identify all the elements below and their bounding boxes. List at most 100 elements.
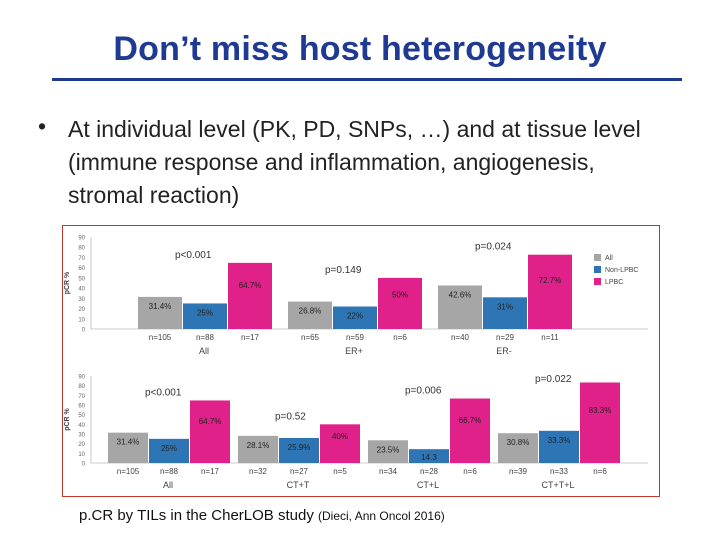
y-tick-label: 50 xyxy=(78,413,85,419)
chart-bar xyxy=(438,285,482,329)
legend-swatch xyxy=(594,278,601,285)
chart-bar xyxy=(108,432,148,463)
data-label: 25% xyxy=(161,444,177,453)
n-label: n=17 xyxy=(241,333,260,342)
data-label: 14.3 xyxy=(421,453,437,462)
data-label: 42.6% xyxy=(449,290,472,299)
n-label: n=32 xyxy=(249,467,268,476)
p-value-label: p=0.022 xyxy=(535,374,572,385)
y-tick-label: 50 xyxy=(78,276,85,282)
y-tick-label: 60 xyxy=(78,266,85,272)
legend-swatch xyxy=(594,266,601,273)
data-label: 40% xyxy=(332,432,348,441)
chart-bar xyxy=(539,430,579,463)
n-label: n=59 xyxy=(346,333,365,342)
caption-main: p.CR by TILs in the CherLOB study xyxy=(79,507,314,524)
data-label: 22% xyxy=(347,312,363,321)
n-label: n=11 xyxy=(541,333,559,342)
caption-reference: (Dieci, Ann Oncol 2016) xyxy=(318,509,445,523)
n-label: n=5 xyxy=(333,467,347,476)
legend-entry: Non-LPBC xyxy=(605,267,638,274)
chart-bar xyxy=(378,277,422,329)
legend-swatch xyxy=(594,254,601,261)
y-tick-label: 30 xyxy=(78,433,85,439)
y-tick-label: 30 xyxy=(78,297,85,303)
chart-bar xyxy=(368,440,408,463)
data-label: 64.7% xyxy=(199,417,222,426)
data-label: 72.7% xyxy=(539,276,562,285)
p-value-label: p=0.006 xyxy=(405,386,442,397)
p-value-label: p=0.024 xyxy=(475,242,512,253)
y-tick-label: 70 xyxy=(78,256,85,262)
n-label: n=6 xyxy=(463,467,477,476)
n-label: n=40 xyxy=(451,333,470,342)
n-label: n=29 xyxy=(496,333,515,342)
y-axis-label: pCR % xyxy=(64,271,71,294)
y-tick-label: 70 xyxy=(78,394,85,400)
data-label: 31.4% xyxy=(117,438,140,447)
y-tick-label: 60 xyxy=(78,404,85,410)
group-label: ER+ xyxy=(345,346,363,356)
p-value-label: p=0.149 xyxy=(325,265,362,276)
y-tick-label: 20 xyxy=(78,442,85,448)
chart-bar xyxy=(528,254,572,329)
y-tick-label: 40 xyxy=(78,423,85,429)
chart-canvas: 0 10 20 30 40 50 60 70 80 90 pCR % 31.4% n=105 25% n=8… xyxy=(64,236,648,490)
data-label: 50% xyxy=(392,290,408,299)
p-value-label: p<0.001 xyxy=(145,387,182,398)
chart-bar xyxy=(228,262,272,329)
n-label: n=88 xyxy=(160,467,179,476)
y-axis-label: pCR % xyxy=(64,407,71,430)
data-label: 83.3% xyxy=(589,406,612,415)
y-tick-label: 80 xyxy=(78,384,85,390)
data-label: 28.1% xyxy=(247,441,270,450)
chart-bar xyxy=(190,400,230,463)
n-label: n=39 xyxy=(509,467,528,476)
chart-bar xyxy=(450,398,490,463)
chart-bar xyxy=(138,296,182,329)
chart-bar xyxy=(279,437,319,463)
y-tick-label: 80 xyxy=(78,246,85,252)
chart-bar xyxy=(483,297,527,329)
group-label: CT+T+L xyxy=(541,480,574,490)
chart-bar xyxy=(288,301,332,329)
group-label: CT+L xyxy=(417,480,439,490)
y-tick-label: 20 xyxy=(78,307,85,313)
n-label: n=6 xyxy=(593,467,607,476)
y-tick-label: 40 xyxy=(78,287,85,293)
bullet-marker: • xyxy=(38,113,47,139)
n-label: n=27 xyxy=(290,467,309,476)
y-tick-label: 90 xyxy=(78,375,85,381)
chart-bar xyxy=(183,303,227,329)
bullet-text: At individual level (PK, PD, SNPs, …) an… xyxy=(68,116,641,208)
legend-entry: All xyxy=(605,255,613,262)
chart-figure: 0 10 20 30 40 50 60 70 80 90 pCR % 31.4% n=105 25% n=8… xyxy=(62,225,660,497)
data-label: 30.8% xyxy=(507,438,530,447)
y-tick-label: 10 xyxy=(78,317,85,323)
data-label: 31.4% xyxy=(149,302,172,311)
n-label: n=65 xyxy=(301,333,320,342)
n-label: n=105 xyxy=(149,333,172,342)
chart-bar xyxy=(320,424,360,463)
chart-bar xyxy=(580,382,620,463)
data-label: 25.9% xyxy=(288,443,311,452)
figure-caption: p.CR by TILs in the CherLOB study (Dieci… xyxy=(79,507,445,524)
chart-bar xyxy=(149,438,189,463)
chart-bar xyxy=(409,449,449,463)
group-label: All xyxy=(199,346,209,356)
n-label: n=34 xyxy=(379,467,398,476)
data-label: 31% xyxy=(497,302,513,311)
p-value-label: p<0.001 xyxy=(175,250,212,261)
n-label: n=88 xyxy=(196,333,215,342)
n-label: n=105 xyxy=(117,467,140,476)
n-label: n=6 xyxy=(393,333,407,342)
data-label: 25% xyxy=(197,308,213,317)
y-tick-label: 0 xyxy=(82,462,86,468)
data-label: 23.5% xyxy=(377,445,400,454)
chart-bar xyxy=(333,306,377,329)
chart-bar xyxy=(498,433,538,463)
chart-bar xyxy=(238,435,278,463)
data-label: 64.7% xyxy=(239,281,262,290)
legend-entry: LPBC xyxy=(605,279,623,286)
group-label: All xyxy=(163,480,173,490)
